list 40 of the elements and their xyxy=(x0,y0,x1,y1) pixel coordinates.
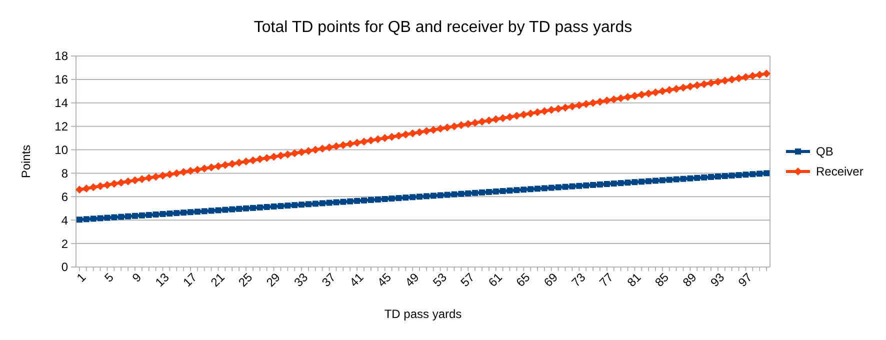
x-tick-label: 69 xyxy=(541,270,561,290)
legend-label: Receiver xyxy=(816,164,864,179)
legend-label: QB xyxy=(816,144,834,159)
x-tick-label: 81 xyxy=(624,270,644,290)
x-tick-label: 33 xyxy=(291,270,311,290)
x-tick-label: 9 xyxy=(129,270,144,285)
x-tick-label: 45 xyxy=(374,270,394,290)
x-tick-label: 1 xyxy=(74,270,89,285)
chart-title: Total TD points for QB and receiver by TD pass yards xyxy=(254,19,632,36)
y-tick-label: 6 xyxy=(61,190,68,204)
x-axis-title: TD pass yards xyxy=(384,307,462,321)
y-tick-label: 0 xyxy=(61,260,68,274)
y-tick-label: 2 xyxy=(61,236,68,251)
y-tick-label: 18 xyxy=(54,49,68,64)
x-tick-label: 97 xyxy=(735,270,756,290)
y-tick-label: 14 xyxy=(54,96,68,110)
x-tick-label: 21 xyxy=(208,270,228,290)
x-tick-label: 73 xyxy=(568,270,588,290)
x-tick-label: 41 xyxy=(346,270,366,290)
y-tick-label: 12 xyxy=(54,120,68,134)
x-tick-label: 29 xyxy=(264,270,284,290)
x-tick-label: 5 xyxy=(102,270,117,285)
y-tick-label: 16 xyxy=(54,72,68,87)
x-tick-label: 37 xyxy=(319,270,339,290)
x-tick-label: 85 xyxy=(652,270,672,290)
x-tick-label: 25 xyxy=(236,270,256,290)
x-tick-label: 17 xyxy=(180,270,200,290)
x-tick-label: 61 xyxy=(486,270,506,290)
x-tick-label: 93 xyxy=(708,270,728,290)
y-tick-label: 4 xyxy=(61,213,68,228)
x-tick-label: 53 xyxy=(430,270,450,290)
x-tick-label: 65 xyxy=(513,270,533,290)
x-tick-label: 57 xyxy=(458,270,478,290)
x-tick-label: 49 xyxy=(402,270,422,290)
x-tick-label: 77 xyxy=(596,270,616,290)
y-tick-label: 10 xyxy=(54,142,68,157)
y-tick-label: 8 xyxy=(61,166,68,180)
y-axis-title: Points xyxy=(19,144,33,178)
x-tick-label: 13 xyxy=(152,270,172,290)
x-tick-label: 89 xyxy=(680,270,700,290)
